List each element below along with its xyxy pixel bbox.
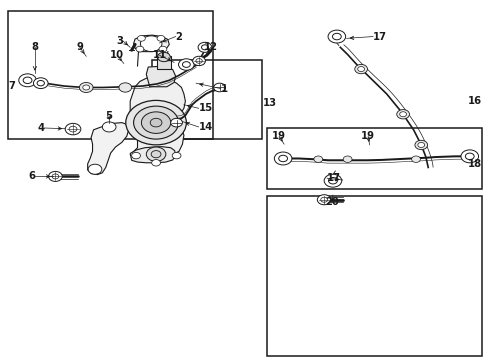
Circle shape <box>461 150 479 163</box>
Text: 5: 5 <box>106 111 113 121</box>
Circle shape <box>157 36 165 41</box>
Circle shape <box>358 67 365 72</box>
Bar <box>157 56 171 69</box>
Polygon shape <box>134 35 169 51</box>
Bar <box>152 60 262 139</box>
Circle shape <box>397 109 410 119</box>
Circle shape <box>33 78 48 89</box>
Circle shape <box>119 83 132 92</box>
Circle shape <box>321 197 328 202</box>
Circle shape <box>329 177 337 184</box>
Circle shape <box>49 171 62 181</box>
Text: 9: 9 <box>76 42 83 52</box>
Circle shape <box>415 140 428 150</box>
Circle shape <box>400 112 407 117</box>
Circle shape <box>343 156 352 162</box>
Text: 4: 4 <box>38 123 45 133</box>
Circle shape <box>151 150 161 158</box>
Circle shape <box>126 100 186 145</box>
Bar <box>267 128 482 189</box>
Text: 7: 7 <box>8 81 15 91</box>
Circle shape <box>88 164 102 174</box>
Text: 17: 17 <box>327 173 341 183</box>
Circle shape <box>37 81 45 86</box>
Circle shape <box>201 45 208 50</box>
Circle shape <box>171 118 182 127</box>
Text: 20: 20 <box>325 197 339 207</box>
Circle shape <box>102 122 116 132</box>
Circle shape <box>196 59 202 63</box>
Circle shape <box>314 156 323 162</box>
Text: 2: 2 <box>175 32 182 41</box>
Circle shape <box>214 83 225 92</box>
Circle shape <box>159 46 167 52</box>
Text: 17: 17 <box>373 32 387 41</box>
Circle shape <box>178 59 194 70</box>
Text: 14: 14 <box>198 122 213 132</box>
Text: 15: 15 <box>198 103 213 113</box>
Bar <box>8 12 213 139</box>
Circle shape <box>65 123 81 135</box>
Circle shape <box>83 85 90 90</box>
Text: 18: 18 <box>468 159 482 169</box>
Text: 8: 8 <box>31 42 38 52</box>
Circle shape <box>19 74 36 87</box>
Circle shape <box>136 46 144 52</box>
Polygon shape <box>147 66 175 87</box>
Circle shape <box>412 156 420 162</box>
Text: 10: 10 <box>110 50 124 60</box>
Text: 6: 6 <box>28 171 35 181</box>
Circle shape <box>324 174 342 187</box>
Circle shape <box>274 152 292 165</box>
Text: 1: 1 <box>220 84 228 94</box>
Circle shape <box>79 82 93 93</box>
Circle shape <box>138 36 146 41</box>
Text: 19: 19 <box>272 131 286 141</box>
Text: 13: 13 <box>263 98 276 108</box>
Text: 12: 12 <box>204 42 218 52</box>
Circle shape <box>466 153 474 159</box>
Circle shape <box>152 159 160 166</box>
Polygon shape <box>88 123 129 175</box>
Circle shape <box>147 147 166 161</box>
Bar <box>267 196 482 356</box>
Circle shape <box>172 152 181 159</box>
Text: 11: 11 <box>152 50 167 60</box>
Circle shape <box>193 56 205 66</box>
Circle shape <box>198 42 212 52</box>
Circle shape <box>69 126 77 132</box>
Circle shape <box>318 195 331 205</box>
Polygon shape <box>130 147 175 163</box>
Circle shape <box>141 36 162 51</box>
Circle shape <box>52 174 59 179</box>
Polygon shape <box>130 77 185 157</box>
Text: 3: 3 <box>116 36 123 46</box>
Circle shape <box>182 62 190 67</box>
Circle shape <box>328 30 345 43</box>
Circle shape <box>279 155 288 162</box>
Circle shape <box>332 33 341 40</box>
Circle shape <box>150 118 162 127</box>
Circle shape <box>134 106 178 139</box>
Circle shape <box>23 77 32 84</box>
Circle shape <box>418 143 425 148</box>
Circle shape <box>142 112 171 134</box>
Text: 19: 19 <box>361 131 375 141</box>
Circle shape <box>158 52 170 62</box>
Text: 16: 16 <box>468 96 482 106</box>
Circle shape <box>355 64 368 74</box>
Circle shape <box>132 152 141 159</box>
